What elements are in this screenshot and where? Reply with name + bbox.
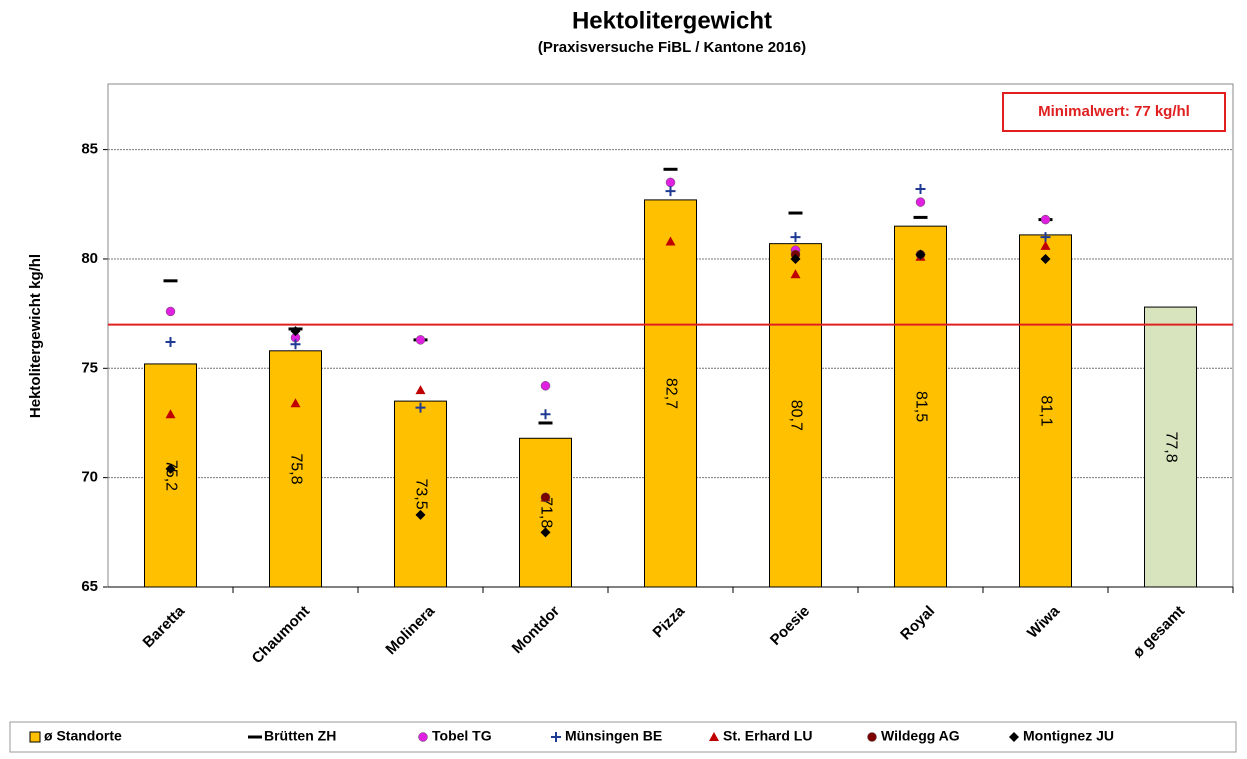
bar bbox=[1144, 306, 1197, 588]
bar bbox=[769, 243, 822, 588]
marker bbox=[290, 339, 301, 350]
marker bbox=[1040, 232, 1051, 243]
marker bbox=[665, 186, 676, 197]
legend-label: ø Standorte bbox=[44, 728, 122, 744]
marker bbox=[790, 253, 801, 264]
bar bbox=[644, 199, 697, 588]
marker bbox=[665, 236, 676, 246]
marker bbox=[540, 381, 551, 391]
legend-label: Wildegg AG bbox=[881, 728, 960, 744]
y-tick-label: 85 bbox=[81, 141, 98, 158]
marker bbox=[665, 177, 676, 188]
marker bbox=[790, 232, 801, 243]
legend-label: Montignez JU bbox=[1023, 728, 1114, 744]
bar-value-label: 73,5 bbox=[412, 478, 429, 509]
legend-label: St. Erhard LU bbox=[723, 728, 812, 744]
marker bbox=[290, 326, 301, 337]
x-tick-label: Montdor bbox=[509, 603, 564, 658]
legend-marker bbox=[709, 732, 719, 741]
legend-marker bbox=[551, 732, 561, 742]
marker bbox=[165, 337, 176, 348]
legend-label: Brütten ZH bbox=[264, 728, 336, 744]
marker bbox=[165, 306, 176, 317]
bar bbox=[894, 225, 947, 588]
bar-value-label: 71,8 bbox=[537, 497, 554, 528]
marker bbox=[1040, 253, 1051, 264]
bar-value-label: 77,8 bbox=[1162, 431, 1179, 462]
y-tick-label: 75 bbox=[81, 359, 98, 376]
x-tick-label: Royal bbox=[897, 603, 938, 644]
y-tick-label: 70 bbox=[81, 469, 98, 486]
y-tick-label: 80 bbox=[81, 250, 98, 267]
bar-value-label: 80,7 bbox=[787, 400, 804, 431]
chart-subtitle: (Praxisversuche FiBL / Kantone 2016) bbox=[538, 39, 806, 56]
y-axis-label: Hektolitergewicht kg/hl bbox=[27, 254, 44, 418]
bar-value-label: 75,2 bbox=[162, 460, 179, 491]
x-tick-label: Chaumont bbox=[249, 603, 313, 667]
marker bbox=[540, 527, 551, 538]
legend-marker bbox=[867, 732, 877, 742]
marker bbox=[415, 335, 426, 345]
marker bbox=[790, 269, 801, 279]
legend-box bbox=[9, 721, 1237, 753]
marker bbox=[165, 463, 176, 474]
marker bbox=[165, 409, 176, 419]
x-tick-label: Molinera bbox=[382, 602, 438, 658]
marker bbox=[915, 183, 926, 194]
annotation: Minimalwert: 77 kg/hl bbox=[1038, 103, 1190, 120]
legend-label: Tobel TG bbox=[432, 728, 492, 744]
x-tick-label: Wiwa bbox=[1024, 602, 1063, 641]
bar bbox=[394, 400, 447, 588]
bar-value-label: 81,5 bbox=[912, 391, 929, 422]
marker bbox=[1040, 214, 1051, 225]
marker bbox=[915, 249, 926, 260]
bar bbox=[144, 363, 197, 588]
x-tick-label: Baretta bbox=[140, 602, 189, 651]
marker bbox=[540, 409, 551, 420]
marker bbox=[415, 385, 426, 395]
bar-value-label: 81,1 bbox=[1037, 395, 1054, 426]
marker bbox=[1040, 240, 1051, 250]
legend-label: Münsingen BE bbox=[565, 728, 662, 744]
x-tick-label: Pizza bbox=[650, 602, 689, 641]
legend-marker bbox=[418, 732, 428, 742]
legend-marker bbox=[1009, 732, 1019, 742]
annotation-box bbox=[1002, 92, 1226, 132]
marker bbox=[540, 492, 551, 503]
marker bbox=[415, 402, 426, 413]
legend-swatch bbox=[29, 731, 41, 743]
bar-value-label: 75,8 bbox=[287, 453, 304, 484]
chart-title: Hektolitergewicht bbox=[572, 7, 772, 34]
y-tick-label: 65 bbox=[81, 578, 98, 595]
marker bbox=[415, 509, 426, 520]
marker bbox=[915, 197, 926, 207]
x-tick-label: ø gesamt bbox=[1130, 603, 1189, 662]
bar-value-label: 82,7 bbox=[662, 378, 679, 409]
x-tick-label: Poesie bbox=[767, 603, 813, 649]
marker bbox=[290, 398, 301, 408]
